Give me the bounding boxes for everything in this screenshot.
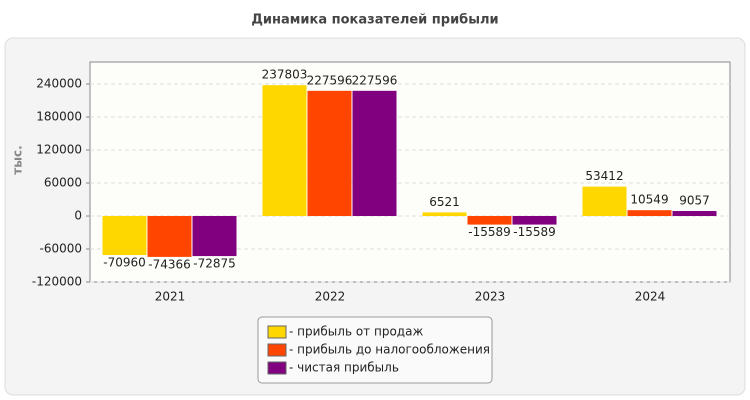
value-label: 53412	[585, 169, 623, 183]
chart-title: Динамика показателей прибыли	[251, 13, 498, 28]
value-label: 9057	[679, 194, 710, 208]
legend	[257, 316, 493, 384]
y-axis-label: тыс.	[11, 145, 25, 174]
y-tick-label: -60000	[39, 242, 82, 256]
bar	[512, 216, 557, 225]
legend-swatch	[267, 343, 287, 357]
legend-label: - чистая прибыль	[289, 361, 399, 375]
y-tick-label: 240000	[36, 77, 82, 91]
y-tick-label: 0	[74, 209, 82, 223]
value-label: 10549	[630, 193, 668, 207]
value-label: 227596	[307, 73, 353, 87]
value-label: -74366	[148, 257, 191, 271]
value-label: -70960	[103, 256, 146, 270]
bar	[582, 186, 627, 216]
value-label: -15589	[468, 225, 511, 239]
value-label: 227596	[352, 73, 398, 87]
bar	[262, 85, 307, 217]
x-tick-label: 2021	[155, 290, 186, 304]
value-label: 6521	[429, 195, 460, 209]
legend-swatch	[267, 361, 287, 375]
bar	[627, 210, 672, 216]
x-tick-label: 2023	[475, 290, 506, 304]
bar	[467, 216, 512, 225]
value-label: 237803	[262, 68, 308, 82]
legend-swatch	[267, 325, 287, 339]
bar	[102, 216, 147, 256]
legend-label: - прибыль от продаж	[289, 325, 423, 339]
bar	[352, 90, 397, 216]
legend-label: - прибыль до налогообложения	[289, 343, 490, 357]
y-tick-label: 180000	[36, 110, 82, 124]
value-label: -72875	[193, 257, 236, 271]
y-tick-label: 60000	[44, 176, 82, 190]
bar	[422, 212, 467, 216]
bar	[192, 216, 237, 257]
y-tick-label: -120000	[32, 275, 82, 289]
bar	[147, 216, 192, 257]
bar	[672, 211, 717, 216]
x-tick-label: 2024	[635, 290, 666, 304]
value-label: -15589	[513, 225, 556, 239]
y-tick-label: 120000	[36, 143, 82, 157]
bar	[307, 90, 352, 216]
x-tick-label: 2022	[315, 290, 346, 304]
